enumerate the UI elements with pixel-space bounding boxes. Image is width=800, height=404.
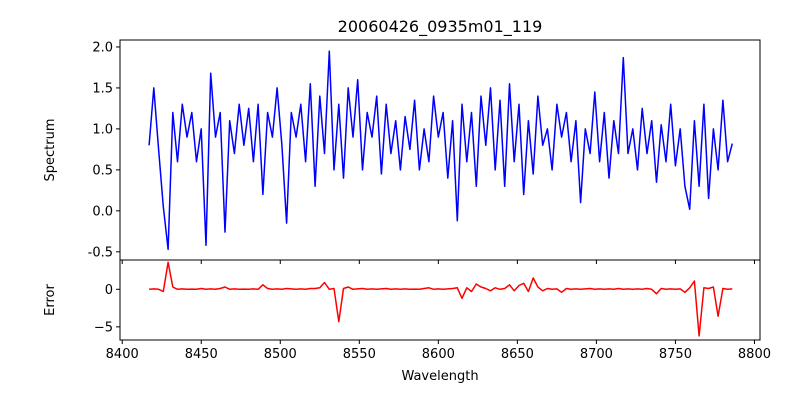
spectrum-series-line: [148, 50, 734, 251]
spectrum-ylabel: Spectrum: [43, 119, 58, 182]
x-tick-label: 8800: [738, 347, 771, 362]
chart-title: 20060426_0935m01_119: [338, 17, 543, 37]
x-axis-label: Wavelength: [401, 369, 478, 384]
y-tick-label: 0: [105, 283, 113, 298]
axes-frame: [119, 259, 761, 341]
y-tick-label: 1.5: [92, 81, 113, 96]
y-tick-label: -0.5: [88, 245, 113, 260]
x-tick-label: 8550: [343, 347, 376, 362]
error-series-line: [149, 261, 733, 337]
x-tick-label: 8700: [580, 347, 613, 362]
y-tick-label: 0.5: [92, 163, 113, 178]
x-tick-label: 8600: [422, 347, 455, 362]
x-tick-label: 8750: [659, 347, 692, 362]
y-tick-label: 1.0: [92, 122, 113, 137]
y-tick-label: 0.0: [92, 204, 113, 219]
x-tick-label: 8500: [264, 347, 297, 362]
x-tick-label: 8650: [501, 347, 534, 362]
error-axes: −5 0 8400 8450 8500 8550 8600 8650 8700 8750 8800: [94, 259, 771, 362]
y-tick-label: −5: [94, 320, 113, 335]
x-tick-label: 8400: [106, 347, 139, 362]
error-ylabel: Error: [43, 284, 58, 316]
x-tick-label: 8450: [185, 347, 218, 362]
y-tick-label: 2.0: [92, 40, 113, 55]
spectrum-axes: -0.5 0.0 0.5 1.0 1.5 2.0: [88, 39, 761, 264]
